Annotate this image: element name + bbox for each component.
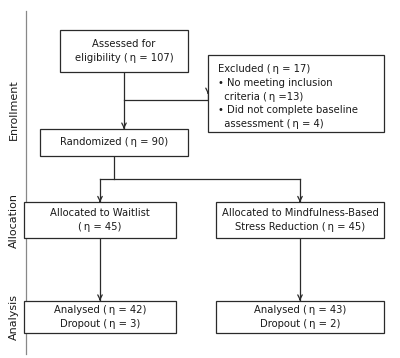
Text: Excluded ( η = 17)
• No meeting inclusion
  criteria ( η =13)
• Did not complete: Excluded ( η = 17) • No meeting inclusio… xyxy=(218,64,358,129)
Text: Allocation: Allocation xyxy=(9,193,19,248)
Text: Analysis: Analysis xyxy=(9,294,19,340)
FancyBboxPatch shape xyxy=(216,202,384,238)
Text: Analysed ( η = 43)
Dropout ( η = 2): Analysed ( η = 43) Dropout ( η = 2) xyxy=(254,305,346,329)
Text: Enrollment: Enrollment xyxy=(9,79,19,140)
Text: Allocated to Mindfulness-Based
Stress Reduction ( η = 45): Allocated to Mindfulness-Based Stress Re… xyxy=(222,208,378,232)
FancyBboxPatch shape xyxy=(24,301,176,333)
Text: Randomized ( η = 90): Randomized ( η = 90) xyxy=(60,137,168,147)
FancyBboxPatch shape xyxy=(216,301,384,333)
FancyBboxPatch shape xyxy=(24,202,176,238)
Text: Allocated to Waitlist
( η = 45): Allocated to Waitlist ( η = 45) xyxy=(50,208,150,232)
Text: Analysed ( η = 42)
Dropout ( η = 3): Analysed ( η = 42) Dropout ( η = 3) xyxy=(54,305,146,329)
FancyBboxPatch shape xyxy=(60,30,188,72)
FancyBboxPatch shape xyxy=(208,55,384,132)
FancyBboxPatch shape xyxy=(40,129,188,156)
Text: Assessed for
eligibility ( η = 107): Assessed for eligibility ( η = 107) xyxy=(75,39,173,63)
